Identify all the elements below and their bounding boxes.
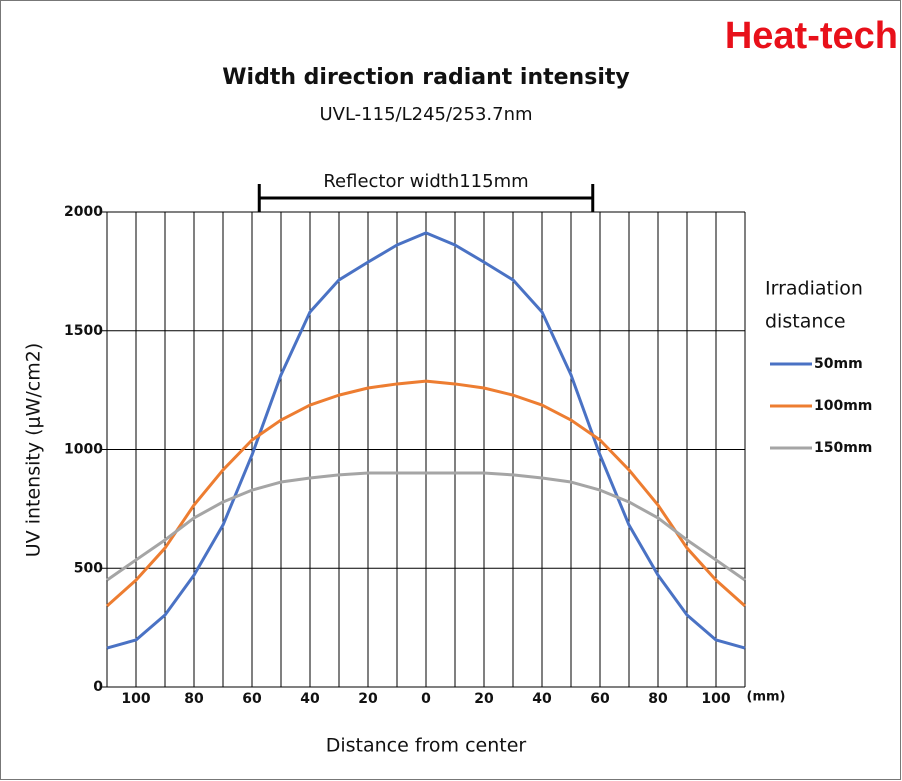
series-line xyxy=(106,379,746,608)
brand: Heat-tech xyxy=(725,15,898,57)
chart-title: Width direction radiant intensity xyxy=(222,65,629,90)
annotation: Reflector width115mm xyxy=(323,171,528,192)
x-axis-label: Distance from center xyxy=(326,735,527,757)
y-axis-label: UV intensity (μW/cm2) xyxy=(23,343,45,558)
x-tick-label: 20 xyxy=(358,691,378,707)
x-tick-label: 80 xyxy=(184,691,204,707)
x-tick-label: 20 xyxy=(474,691,494,707)
x-tick-label: 0 xyxy=(421,691,431,707)
legend-label: 50mm xyxy=(814,356,863,372)
x-tick-label: 100 xyxy=(121,691,150,707)
y-tick-label: 1000 xyxy=(64,442,103,458)
legend-title: Irradiation xyxy=(765,278,863,300)
legend-label: 100mm xyxy=(814,398,872,414)
y-tick-label: 500 xyxy=(74,560,103,576)
series-line xyxy=(106,231,746,650)
x-unit: (mm) xyxy=(747,690,786,705)
x-tick-label: 40 xyxy=(300,691,320,707)
y-tick-label: 1500 xyxy=(64,323,103,339)
chart-subtitle: UVL-115/L245/253.7nm xyxy=(319,104,532,125)
legend-label: 150mm xyxy=(814,440,872,456)
y-tick-label: 0 xyxy=(93,679,103,695)
x-tick-label: 40 xyxy=(532,691,552,707)
series-line xyxy=(106,471,746,582)
x-tick-label: 80 xyxy=(648,691,668,707)
x-tick-label: 60 xyxy=(590,691,610,707)
legend-title: distance xyxy=(765,311,846,333)
x-tick-label: 100 xyxy=(701,691,730,707)
x-tick-label: 60 xyxy=(242,691,262,707)
y-tick-label: 2000 xyxy=(64,204,103,220)
